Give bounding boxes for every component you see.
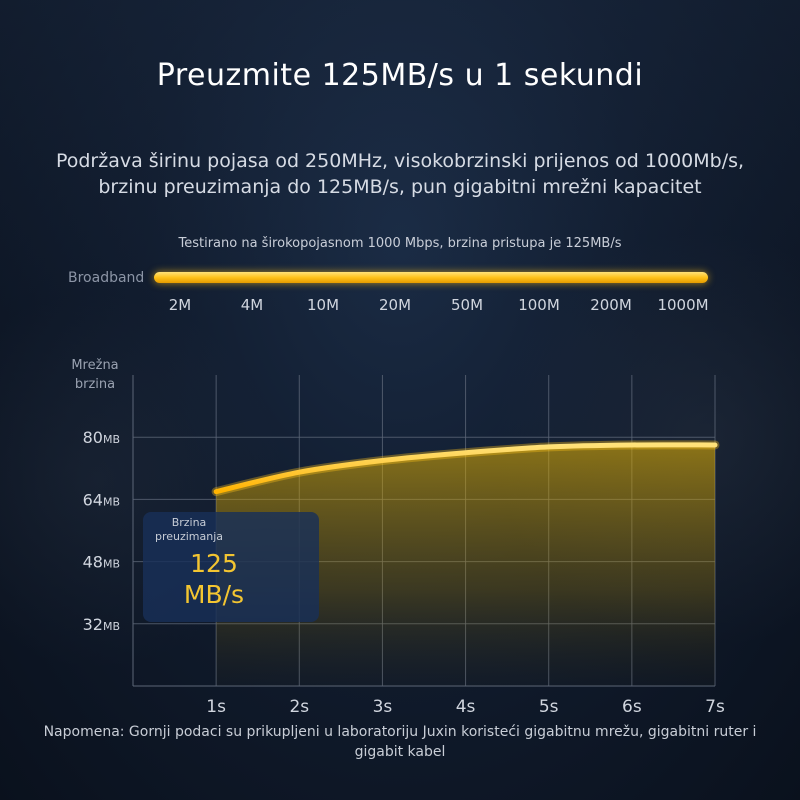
subtitle-line: brzinu preuzimanja do 125MB/s, pun gigab… bbox=[98, 176, 702, 198]
broadband-tick: 1000M bbox=[657, 296, 709, 314]
x-tick-label: 5s bbox=[539, 697, 559, 717]
x-tick-label: 4s bbox=[456, 697, 476, 717]
broadband-tick: 10M bbox=[306, 296, 340, 314]
download-speed-box: Brzina preuzimanja 125 MB/s bbox=[143, 512, 319, 622]
y-tick-label: 80MB bbox=[83, 428, 120, 447]
y-axis-label: Mrežna brzina bbox=[71, 358, 119, 392]
broadband-tick: 20M bbox=[378, 296, 412, 314]
broadband-tick: 200M bbox=[590, 296, 632, 314]
broadband-bar bbox=[154, 272, 708, 283]
footnote: Napomena: Gornji podaci su prikupljeni u… bbox=[43, 724, 757, 760]
broadband-tick: 50M bbox=[450, 296, 484, 314]
download-speed-label: Brzina preuzimanja bbox=[154, 516, 224, 543]
subtitle-line: Podržava širinu pojasa od 250MHz, visoko… bbox=[55, 150, 745, 172]
broadband-tick: 4M bbox=[240, 296, 264, 314]
x-tick-label: 2s bbox=[289, 697, 309, 717]
download-speed-value: 125 MB/s bbox=[183, 549, 245, 609]
y-tick-label: 64MB bbox=[83, 490, 120, 509]
broadband-label: Broadband bbox=[68, 270, 145, 286]
broadband-tick: 2M bbox=[168, 296, 192, 314]
broadband-tick: 100M bbox=[518, 296, 560, 314]
speed-area bbox=[216, 444, 715, 686]
x-tick-label: 6s bbox=[622, 697, 642, 717]
test-note: Testirano na širokopojasnom 1000 Mbps, b… bbox=[178, 236, 622, 251]
y-tick-label: 48MB bbox=[83, 553, 120, 572]
x-tick-label: 7s bbox=[705, 697, 725, 717]
x-tick-label: 3s bbox=[373, 697, 393, 717]
y-tick-label: 32MB bbox=[83, 615, 120, 634]
page-title: Preuzmite 125MB/s u 1 sekundi bbox=[156, 58, 644, 93]
x-tick-label: 1s bbox=[206, 697, 226, 717]
